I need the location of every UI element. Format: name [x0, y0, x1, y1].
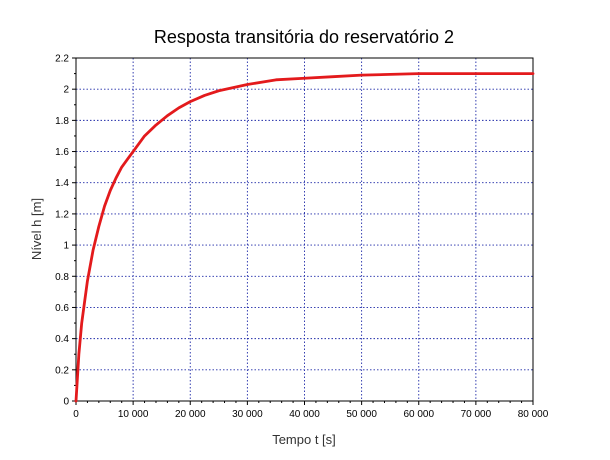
y-tick-label: 1.2: [55, 209, 69, 220]
x-tick-label: 80 000: [518, 409, 549, 420]
series-layer: [74, 72, 535, 403]
x-tick-label: 60 000: [403, 409, 434, 420]
x-tick-label: 10 000: [118, 409, 149, 420]
grid-lines: [76, 58, 533, 401]
y-tick-label: 1: [63, 241, 69, 252]
y-tick-label: 2: [63, 85, 69, 96]
x-tick-label: 0: [73, 409, 79, 420]
tick-labels: 0 10 000 20 000 30 000 40 000 50 000 60 000 70 …: [55, 54, 549, 421]
x-tick-label: 70 000: [461, 409, 492, 420]
series-line: [74, 72, 535, 403]
y-tick-label: 0.6: [55, 303, 69, 314]
chart-title: Resposta transitória do reservatório 2: [154, 27, 454, 47]
y-tick-label: 0.4: [55, 334, 69, 345]
y-tick-label: 1.4: [55, 178, 69, 189]
x-tick-label: 50 000: [346, 409, 377, 420]
y-tick-label: 0.2: [55, 365, 69, 376]
y-tick-label: 1.8: [55, 116, 69, 127]
y-tick-label: 2.2: [55, 54, 69, 65]
y-axis-label: Nível h [m]: [29, 198, 44, 260]
axes: [72, 57, 534, 405]
x-tick-label: 20 000: [175, 409, 206, 420]
x-tick-label: 40 000: [289, 409, 320, 420]
x-axis-label: Tempo t [s]: [272, 432, 336, 447]
y-tick-label: 0: [63, 397, 69, 408]
x-tick-label: 30 000: [232, 409, 263, 420]
y-tick-label: 1.6: [55, 147, 69, 158]
y-tick-label: 0.8: [55, 272, 69, 283]
